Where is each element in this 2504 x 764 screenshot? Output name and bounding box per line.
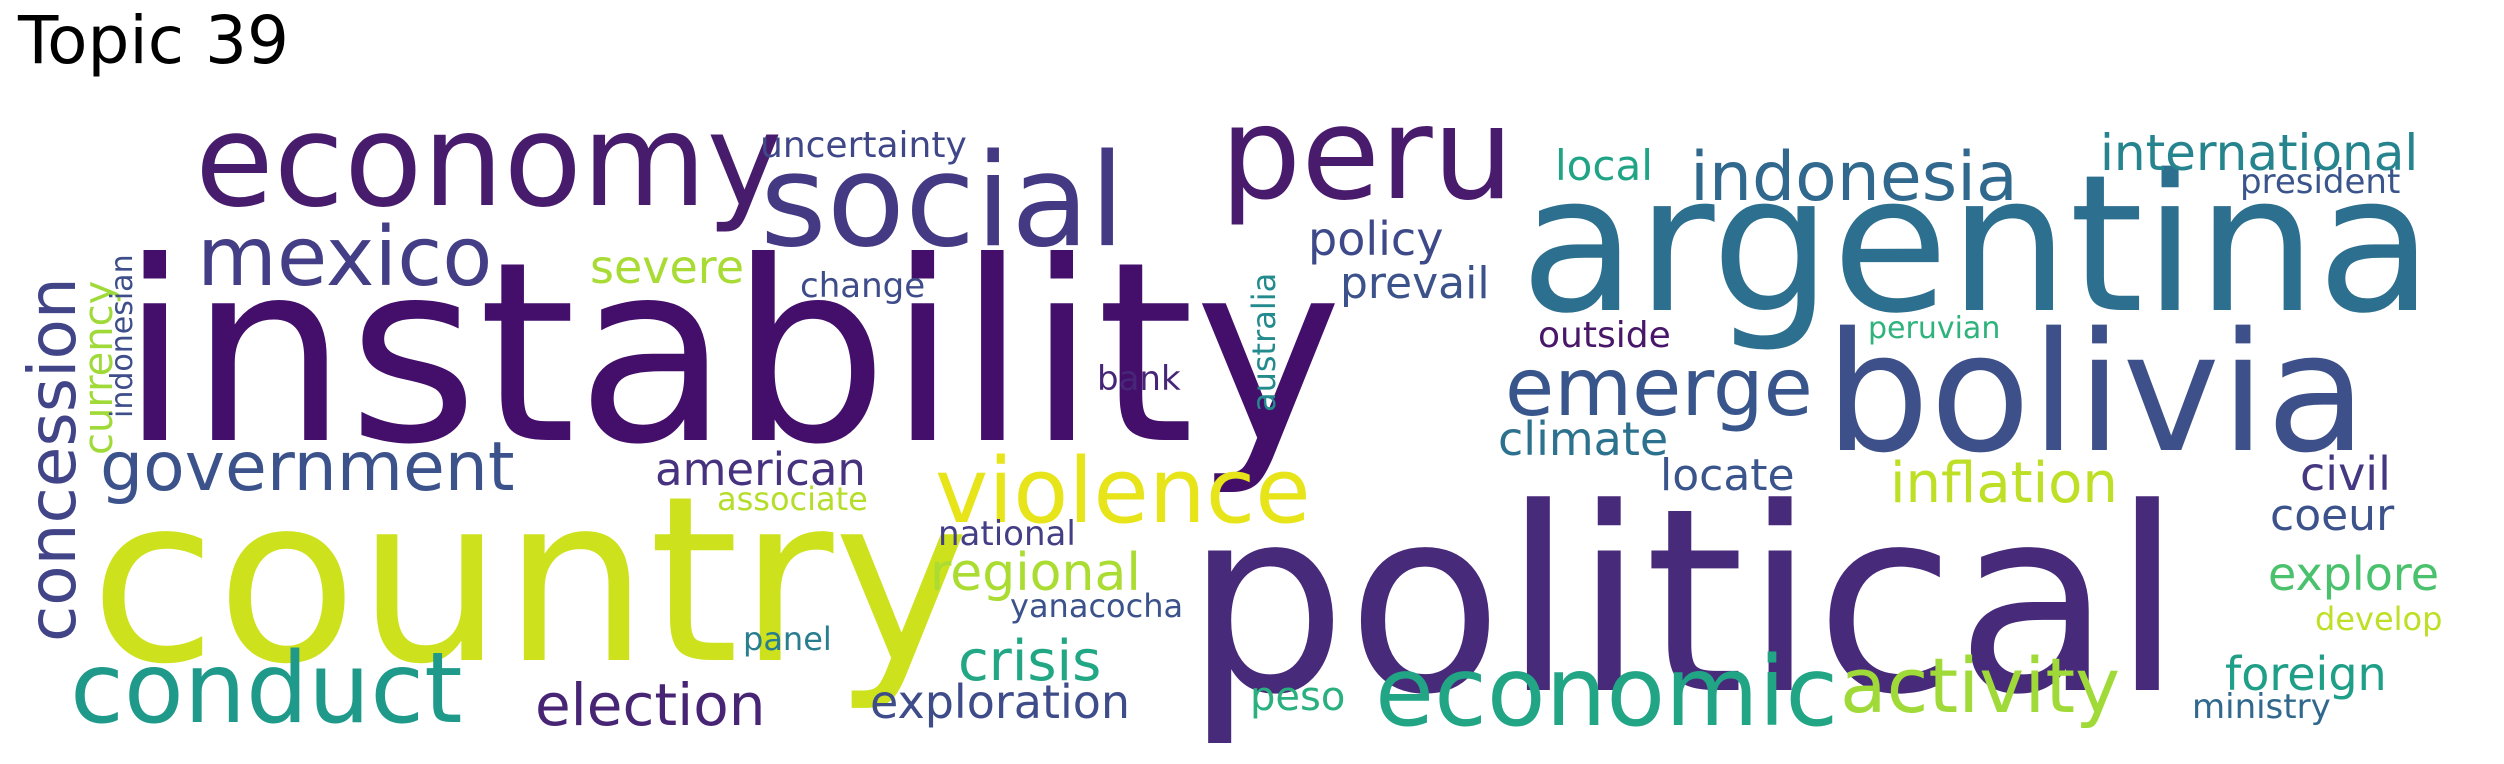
word-bolivia: bolivia	[1825, 297, 2367, 489]
word-regional: regional	[930, 543, 1141, 603]
word-australia: australia	[1245, 273, 1283, 412]
word-change: change	[800, 266, 925, 306]
word-yanacocha: yanacocha	[1010, 587, 1183, 625]
word-climate: climate	[1498, 412, 1668, 466]
word-bank: bank	[1097, 359, 1181, 399]
word-indonesia: indonesia	[1690, 138, 2018, 217]
word-panel: panel	[743, 620, 832, 658]
word-outside: outside	[1538, 315, 1671, 356]
word-policy: policy	[1308, 212, 1443, 266]
word-inflation: inflation	[1890, 451, 2118, 516]
word-argentina: argentina	[1520, 134, 2433, 355]
word-economic: economic	[1375, 636, 1838, 748]
word-civil: civil	[2300, 447, 2391, 501]
word-mexico: mexico	[197, 210, 492, 305]
word-conduct: conduct	[70, 632, 463, 746]
word-president: president	[2240, 162, 2400, 202]
word-peru: peru	[1220, 80, 1514, 229]
word-government: government	[100, 428, 515, 507]
word-election: election	[535, 671, 765, 739]
word-international: international	[2100, 124, 2418, 182]
word-peruvian: peruvian	[1868, 311, 2000, 346]
word-american: american	[655, 443, 866, 496]
word-crisis: crisis	[958, 629, 1101, 694]
word-concession: concession	[14, 277, 91, 642]
topic-title: Topic 39	[18, 2, 289, 79]
word-national: national	[938, 514, 1076, 554]
word-country: country	[90, 448, 970, 715]
word-prevail: prevail	[1340, 258, 1490, 309]
word-explore: explore	[2268, 547, 2439, 601]
word-coeur: coeur	[2270, 490, 2395, 541]
word-currency: currency	[76, 281, 122, 455]
word-severe: severe	[590, 240, 744, 294]
word-develop: develop	[2315, 600, 2442, 638]
word-peso: peso	[1250, 674, 1345, 720]
word-local: local	[1555, 141, 1653, 190]
word-emerge: emerge	[1505, 341, 1813, 434]
word-economy: economy	[195, 87, 782, 236]
word-associate: associate	[717, 480, 868, 518]
word-foreign: foreign	[2225, 647, 2387, 701]
word-uncertainty: uncertainty	[760, 125, 967, 166]
word-indonesian: indonesian	[105, 254, 140, 418]
word-violence: violence	[935, 439, 1311, 544]
word-activity: activity	[1840, 641, 2120, 730]
word-exploration: exploration	[870, 675, 1130, 729]
word-social: social	[760, 127, 1125, 276]
word-ministry: ministry	[2192, 687, 2331, 727]
word-locate: locate	[1660, 450, 1795, 501]
word-political: political	[1185, 454, 2183, 751]
word-instability: instability	[120, 208, 1342, 499]
